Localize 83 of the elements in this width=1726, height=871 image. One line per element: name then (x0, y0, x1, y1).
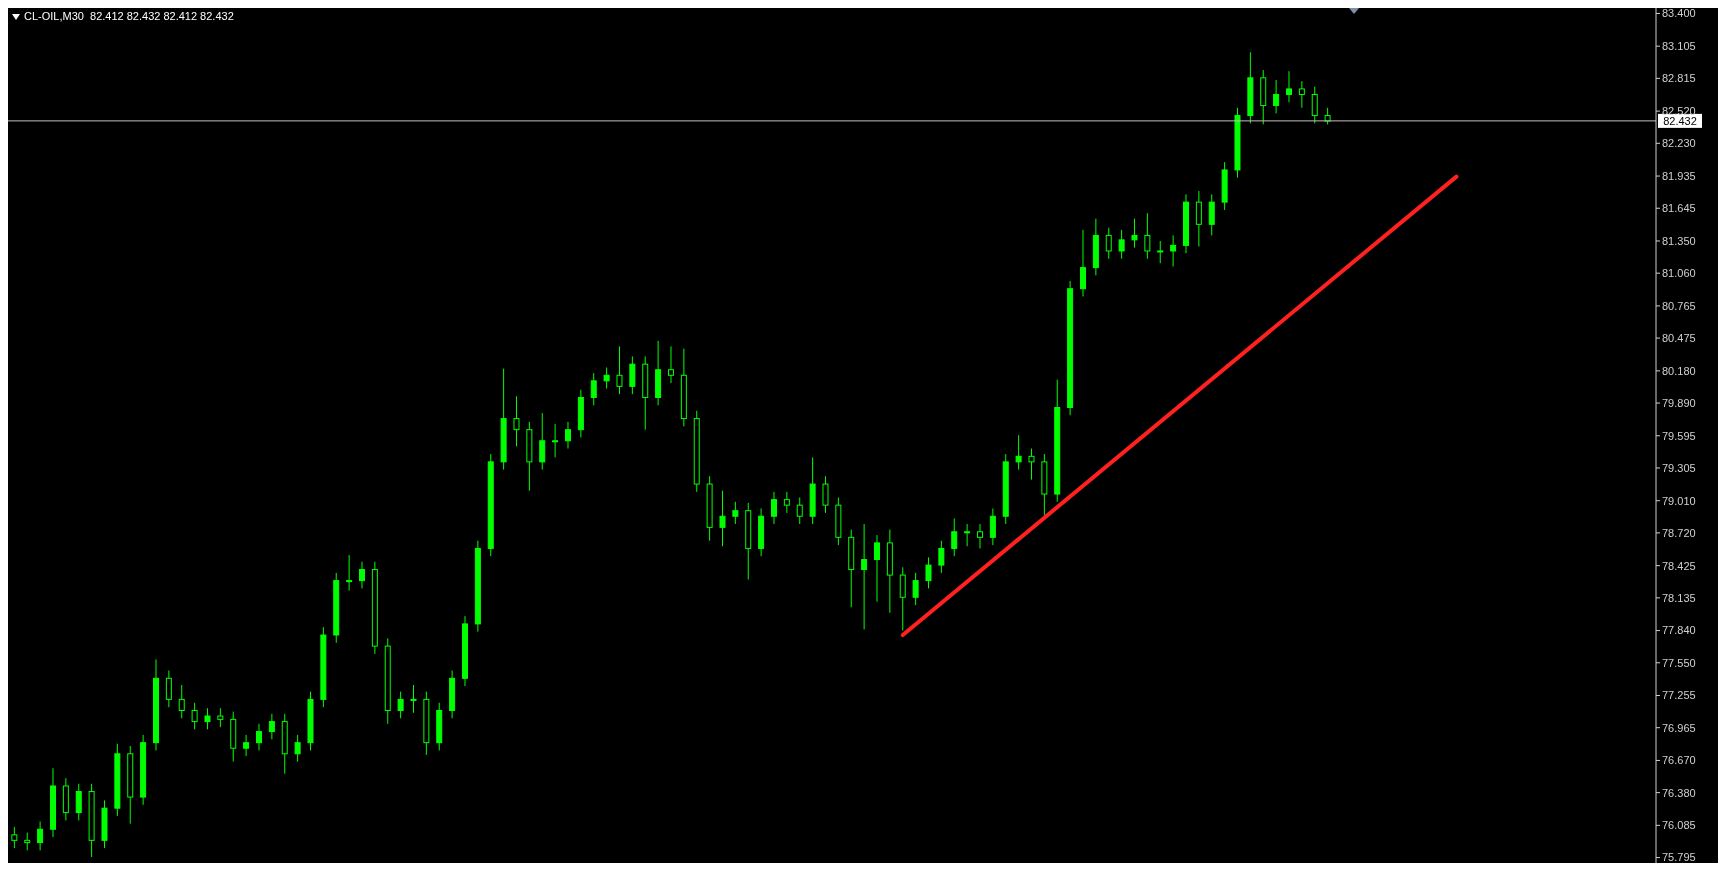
candlestick (925, 556, 932, 589)
candlestick (178, 684, 185, 719)
candlestick (1105, 227, 1112, 260)
chart-title: CL-OIL,M30 82.412 82.432 82.412 82.432 (24, 10, 234, 22)
candlestick (603, 367, 610, 390)
candlestick (912, 572, 919, 606)
y-tick-label: 78.425 (1662, 559, 1696, 572)
candlestick (165, 670, 172, 708)
candlestick (1195, 190, 1202, 248)
candlestick (552, 423, 559, 458)
y-tick-label: 80.180 (1662, 364, 1696, 377)
y-tick-label: 81.935 (1662, 169, 1696, 182)
candlestick (938, 540, 945, 574)
y-tick-label: 81.645 (1662, 202, 1696, 215)
candlestick (1311, 86, 1318, 124)
candlestick (1028, 448, 1035, 481)
y-tick-label: 79.305 (1662, 461, 1696, 474)
y-tick-label: 76.670 (1662, 754, 1696, 767)
y-tick-label: 76.965 (1662, 721, 1696, 734)
candlestick (1157, 240, 1164, 264)
y-tick-label: 81.060 (1662, 267, 1696, 280)
candlestick (397, 691, 404, 719)
y-tick-label: 83.105 (1662, 40, 1696, 53)
candlestick (861, 523, 868, 630)
y-tick-label: 79.890 (1662, 396, 1696, 409)
y-tick-label: 77.840 (1662, 624, 1696, 637)
candlestick (564, 421, 571, 450)
candlestick (1170, 234, 1177, 268)
candlestick (75, 783, 82, 821)
y-tick-label: 75.795 (1662, 851, 1696, 864)
candlestick (873, 534, 880, 603)
candlestick (358, 561, 365, 589)
candlestick (204, 707, 211, 730)
candlestick (899, 566, 906, 632)
candlestick (255, 723, 262, 751)
candlestick (989, 507, 996, 546)
candlestick (268, 713, 275, 740)
y-tick-label: 76.380 (1662, 786, 1696, 799)
candlestick (191, 702, 198, 730)
y-tick-label: 78.135 (1662, 591, 1696, 604)
candlestick (616, 345, 623, 395)
candlestick (1208, 193, 1215, 236)
y-tick-label: 82.815 (1662, 72, 1696, 85)
y-tick-label: 79.010 (1662, 494, 1696, 507)
candlestick (964, 523, 971, 547)
candlestick (1131, 218, 1138, 249)
candlestick (590, 372, 597, 406)
candlestick (217, 707, 224, 728)
y-tick-label: 80.765 (1662, 299, 1696, 312)
candlestick (1285, 70, 1292, 103)
candlestick (1273, 79, 1280, 114)
candlestick (11, 826, 18, 849)
candlestick (951, 517, 958, 557)
y-tick-label: 83.400 (1662, 7, 1696, 20)
y-tick-label: 82.230 (1662, 137, 1696, 150)
y-tick-label: 80.475 (1662, 332, 1696, 345)
candlestick (1118, 229, 1125, 260)
candlestick (732, 501, 739, 525)
y-tick-label: 76.085 (1662, 819, 1696, 832)
candlestick (796, 496, 803, 525)
candlestick (513, 395, 520, 447)
candlestick (1015, 434, 1022, 471)
candlestick (719, 490, 726, 547)
y-tick-label: 77.550 (1662, 656, 1696, 669)
y-tick-label: 81.350 (1662, 234, 1696, 247)
candlestick (770, 491, 777, 525)
candlestick (346, 554, 353, 592)
candlestick (294, 734, 301, 763)
y-tick-label: 79.595 (1662, 429, 1696, 442)
candlestick (1144, 212, 1151, 260)
candlestick (667, 345, 674, 384)
candlestick (410, 684, 417, 714)
candlestick (629, 355, 636, 395)
y-tick-label: 77.255 (1662, 689, 1696, 702)
candlestick (976, 523, 983, 549)
candlestick (783, 491, 790, 514)
candlestick (37, 820, 44, 851)
candlestick (1298, 80, 1305, 109)
candlestick (822, 475, 829, 514)
candlestick (1079, 229, 1086, 297)
candlestick (539, 412, 546, 471)
y-tick-label: 78.720 (1662, 526, 1696, 539)
candlestick (243, 734, 250, 757)
